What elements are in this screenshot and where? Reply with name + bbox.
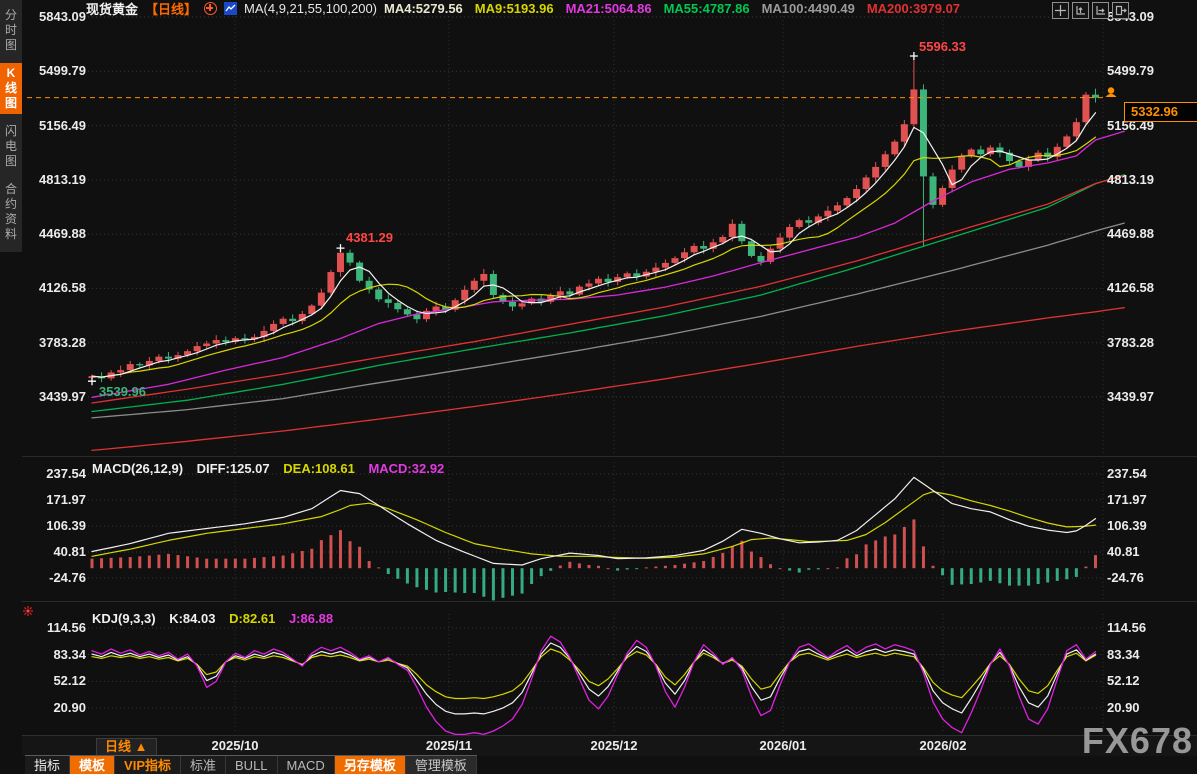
y-axis-tick: 83.34 xyxy=(53,647,86,662)
x-axis-label: 2026/02 xyxy=(919,738,967,753)
y-axis-tick: 52.12 xyxy=(53,673,86,688)
kdj-j-value: J:86.88 xyxy=(288,611,334,626)
y-axis-tick: 52.12 xyxy=(1107,673,1140,688)
y-axis-tick: 4813.19 xyxy=(1107,172,1154,187)
exit-fullscreen-icon[interactable] xyxy=(1112,2,1129,19)
price-annotation: 5596.33 xyxy=(919,39,966,54)
y-axis-tick: 237.54 xyxy=(1107,466,1147,481)
x-axis-label: 2025/11 xyxy=(425,738,473,753)
y-axis-tick: -24.76 xyxy=(1107,570,1144,585)
ma-lines xyxy=(91,112,1125,452)
y-axis-tick: 3439.97 xyxy=(39,389,86,404)
macd-histogram xyxy=(90,519,1097,601)
y-axis-tick: -24.76 xyxy=(49,570,86,585)
kdj-d-value: D:82.61 xyxy=(229,611,276,626)
ma-legend: MA4:5279.56 MA9:5193.96 MA21:5064.86 MA55:4… xyxy=(384,1,960,16)
y-axis-tick: 20.90 xyxy=(53,700,86,715)
y-axis-tick: 5156.49 xyxy=(39,118,86,133)
y-axis-tick: 106.39 xyxy=(46,518,86,533)
macd-lines xyxy=(91,476,1097,566)
ma-legend-item: MA100:4490.49 xyxy=(761,1,855,16)
y-axis-tick: 4126.58 xyxy=(39,280,86,295)
period-label: 【日线】 xyxy=(145,2,198,17)
crosshair-icon[interactable] xyxy=(1052,2,1069,19)
kdj-title: KDJ(9,3,3) xyxy=(92,611,156,626)
price-annotation: 3539.96 xyxy=(99,384,146,399)
y-axis-tick: 114.56 xyxy=(1107,620,1147,635)
last-price-tag: 5332.96 xyxy=(1124,102,1197,122)
price-annotation: 4381.29 xyxy=(346,230,393,245)
macd-diff-value: DIFF:125.07 xyxy=(196,461,270,476)
sidebar-item-kline[interactable]: K 线 图 xyxy=(0,63,22,114)
toolbar-button-VIP指标[interactable]: VIP指标 xyxy=(115,756,181,774)
y-axis-scale-icon[interactable] xyxy=(1072,2,1089,19)
x-axis-scale-icon[interactable] xyxy=(1092,2,1109,19)
kdj-panel-header: KDJ(9,3,3) K:84.03 D:82.61 J:86.88 xyxy=(92,611,343,626)
y-axis-tick: 3783.28 xyxy=(39,335,86,350)
ma-legend-item: MA9:5193.96 xyxy=(474,1,554,16)
toolbar-button-另存模板[interactable]: 另存模板 xyxy=(334,756,406,774)
toolbar-button-管理模板[interactable]: 管理模板 xyxy=(405,756,477,774)
sidebar-item-lightning[interactable]: 闪 电 图 xyxy=(4,124,17,168)
macd-macd-value: MACD:32.92 xyxy=(368,461,445,476)
x-axis-label: 2026/01 xyxy=(759,738,807,753)
y-axis-tick: 5499.79 xyxy=(1107,63,1154,78)
toolbar-button-MACD[interactable]: MACD xyxy=(277,756,335,774)
y-axis-tick: 3783.28 xyxy=(1107,335,1154,350)
y-axis-tick: 114.56 xyxy=(46,620,86,635)
y-axis-tick: 4126.58 xyxy=(1107,280,1154,295)
kdj-lines xyxy=(91,635,1097,736)
add-alert-icon[interactable] xyxy=(204,2,218,15)
toolbar-button-标准[interactable]: 标准 xyxy=(181,756,227,774)
y-axis-tick: 4813.19 xyxy=(39,172,86,187)
y-axis-tick: 5499.79 xyxy=(39,63,86,78)
y-axis-tick: 4469.88 xyxy=(1107,226,1154,241)
chevron-up-icon: ▲ xyxy=(134,739,148,754)
ma-legend-item: MA4:5279.56 xyxy=(384,1,463,16)
toolbar-button-模板[interactable]: 模板 xyxy=(70,756,116,774)
y-axis-tick: 20.90 xyxy=(1107,700,1140,715)
time-axis-row: 日线 ▲ 2025/10 2025/11 2025/12 2026/01 2026/02 xyxy=(22,735,1197,756)
panel-divider xyxy=(22,456,1197,457)
kdj-k-value: K:84.03 xyxy=(169,611,216,626)
y-axis-tick: 106.39 xyxy=(1107,518,1147,533)
indicator-settings-icon[interactable] xyxy=(224,2,238,15)
y-axis-tick: 5843.09 xyxy=(39,9,86,24)
y-axis-tick: 237.54 xyxy=(46,466,86,481)
sidebar-item-timeline[interactable]: 分 时 图 xyxy=(4,8,17,52)
y-axis-tick: 83.34 xyxy=(1107,647,1140,662)
macd-panel-header: MACD(26,12,9) DIFF:125.07 DEA:108.61 MAC… xyxy=(92,461,454,476)
toolbar-button-指标[interactable]: 指标 xyxy=(25,756,71,774)
ma-legend-item: MA21:5064.86 xyxy=(565,1,652,16)
ma-legend-item: MA55:4787.86 xyxy=(663,1,750,16)
macd-dea-value: DEA:108.61 xyxy=(283,461,355,476)
candlesticks xyxy=(88,56,1099,383)
symbol-name: 现货黄金 xyxy=(86,2,139,17)
header-toolbar xyxy=(1052,2,1129,19)
y-axis-tick: 40.81 xyxy=(1107,544,1140,559)
y-axis-tick: 40.81 xyxy=(53,544,86,559)
bottom-toolbar: 指标 模板 VIP指标 标准 BULL MACD 另存模板 管理模板 xyxy=(25,755,477,774)
y-axis-tick: 4469.88 xyxy=(39,226,86,241)
ma-legend-item: MA200:3979.07 xyxy=(866,1,961,16)
panel-divider xyxy=(22,601,1197,602)
macd-title: MACD(26,12,9) xyxy=(92,461,184,476)
period-selector-label: 日线 xyxy=(105,739,132,754)
chart-type-sidebar: 分 时 图 K 线 图闪 电 图合 约 资 料 xyxy=(0,0,22,252)
period-selector-button[interactable]: 日线 ▲ xyxy=(96,738,157,756)
y-axis-tick: 171.97 xyxy=(1107,492,1147,507)
y-axis-tick: 171.97 xyxy=(46,492,86,507)
toolbar-button-BULL[interactable]: BULL xyxy=(226,756,278,774)
y-axis-tick: 3439.97 xyxy=(1107,389,1154,404)
x-axis-label: 2025/10 xyxy=(211,738,259,753)
sidebar-item-contract-info[interactable]: 合 约 资 料 xyxy=(4,182,17,241)
x-axis-label: 2025/12 xyxy=(590,738,638,753)
chart-header: 现货黄金 【日线】 MA(4,9,21,55,100,200) MA4:5279… xyxy=(86,0,960,17)
price-alert-icon[interactable] xyxy=(1104,85,1118,99)
ma-group-label: MA(4,9,21,55,100,200) xyxy=(244,1,378,16)
indicator-alert-icon xyxy=(23,606,33,616)
